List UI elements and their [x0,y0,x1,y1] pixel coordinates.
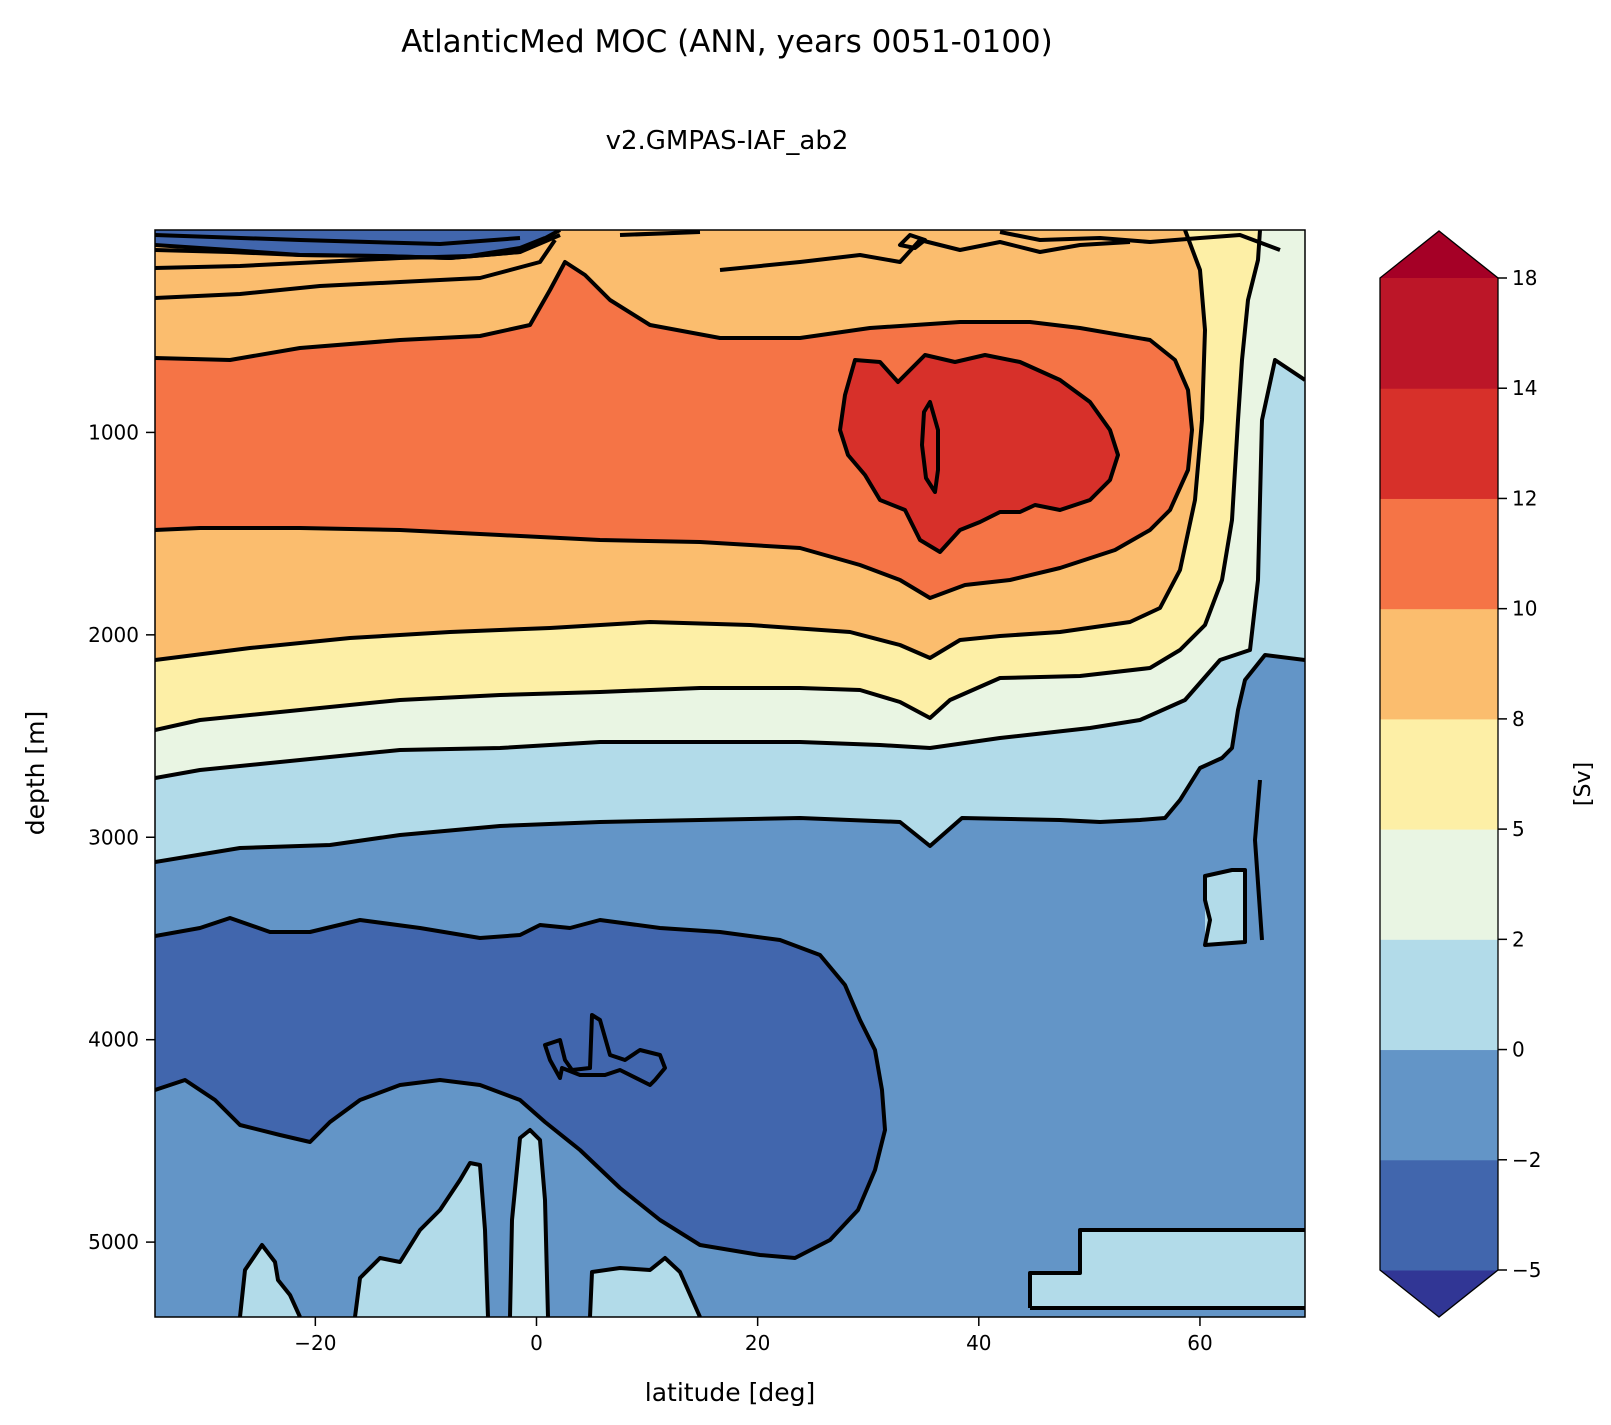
colorbar-bin [1380,1159,1498,1271]
y-tick-label: 5000 [88,1230,139,1254]
colorbar-tick-label: 10 [1512,597,1537,621]
contour-line-0-sub [1203,779,1264,947]
colorbar-tick-label: −5 [1512,1258,1541,1282]
contour-line-2 [155,358,1305,780]
x-axis: −20 0 20 40 60 [294,1317,1213,1355]
x-tick-label: −20 [294,1331,336,1355]
y-axis: 1000 2000 3000 4000 5000 [88,420,155,1254]
colorbar-label: [Sv] [1571,762,1596,806]
contour-line-5 [155,230,1262,732]
y-tick-label: 1000 [88,420,139,444]
colorbar-bin [1380,829,1498,940]
fill-level-neg5-neg2 [155,918,885,1258]
x-tick-label: 0 [530,1331,543,1355]
contour-line-8-upper [155,230,701,300]
contour-line-0 [155,653,1305,864]
x-tick-label: 20 [745,1331,770,1355]
y-axis-label: depth [m] [21,711,50,836]
colorbar-tick-label: 0 [1512,1038,1525,1062]
contour-line-14 [920,400,940,494]
plot-frame [154,229,1306,1318]
colorbar-bin [1380,498,1498,610]
colorbar-tick-label: 8 [1512,707,1525,731]
contour-line-0-ne [1028,1228,1305,1310]
y-tick-label: 2000 [88,623,139,647]
contour-fills [155,230,1305,1317]
contour-plot [154,229,1306,1318]
contour-lines [155,230,1305,1317]
colorbar-tick-label: 18 [1512,266,1537,290]
x-tick-label: 40 [966,1331,991,1355]
colorbar-bin [1380,388,1498,499]
colorbar-bin [1380,608,1498,720]
contour-line-8 [155,230,1207,662]
contour-line-neg2 [155,916,887,1260]
colorbar-tick-label: 5 [1512,817,1525,841]
fill-level-12-14 [840,355,1118,552]
colorbar-tick-label: 14 [1512,376,1537,400]
colorbar-bin [1380,278,1498,389]
chart-title: AtlanticMed MOC (ANN, years 0051-0100) [401,24,1053,60]
fill-level-0-2-inset-sub [1205,870,1245,945]
colorbar-under-extend [1380,1270,1498,1317]
contour-line-12 [838,353,1120,554]
colorbar-tick-label: −2 [1512,1148,1541,1172]
x-axis-label: latitude [deg] [645,1378,815,1407]
x-tick-label: 60 [1187,1331,1212,1355]
chart-subtitle: v2.GMPAS-IAF_ab2 [606,126,849,156]
colorbar: −5 −2 0 2 5 8 10 12 14 18 [1379,230,1541,1318]
fill-level-0-2-inset-ne [1030,1230,1305,1308]
contour-line-neg5-top [155,230,561,260]
colorbar-over-extend [1380,231,1498,278]
y-tick-label: 3000 [88,825,139,849]
contour-line-0-bottom [238,1128,702,1317]
colorbar-bin [1380,939,1498,1051]
contour-line-neg2-inner [543,1013,667,1087]
fill-level-0-2-bottom [240,1130,700,1317]
contour-line-10 [155,260,1194,600]
y-tick-label: 4000 [88,1028,139,1052]
colorbar-tick-label: 2 [1512,927,1525,951]
colorbar-bin [1380,1049,1498,1161]
colorbar-tick-label: 12 [1512,486,1537,510]
colorbar-bin [1380,718,1498,830]
